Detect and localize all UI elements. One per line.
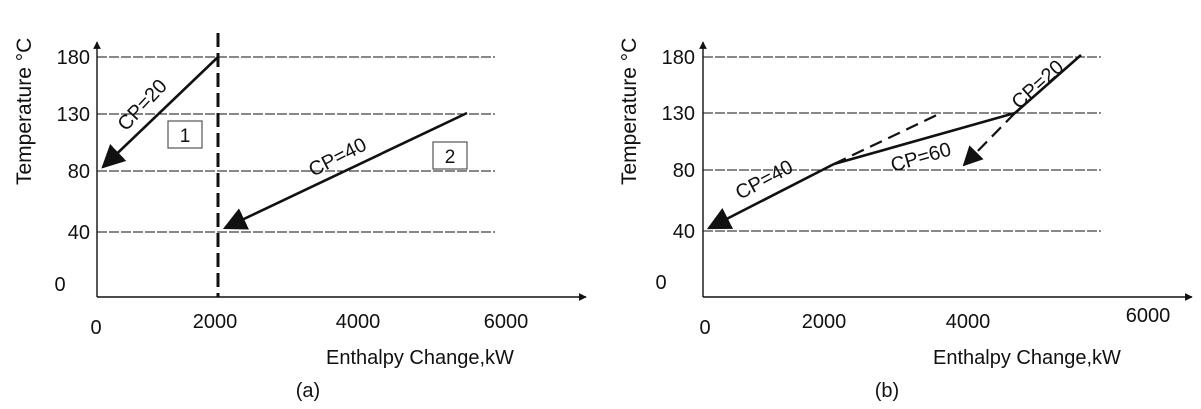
stream-2-box-label: 2: [445, 147, 456, 168]
x-tick-label: 2000: [193, 311, 238, 333]
y-tick-label: 130: [57, 104, 90, 126]
x-tick-label: 0: [699, 317, 710, 339]
x-tick-label: 2000: [802, 311, 847, 333]
y-tick-label: 180: [57, 47, 90, 69]
cp40-label: CP=40: [732, 156, 797, 204]
composite-curve-cp40-segment: [706, 162, 835, 230]
stream-2-box: [432, 141, 468, 170]
y-tick-label: 0: [54, 274, 65, 296]
y-tick-label: 80: [673, 160, 695, 182]
y-tick-label: 180: [662, 47, 695, 69]
y-tick-label: 40: [68, 222, 90, 244]
stream-1-line: [101, 56, 219, 169]
y-tick-label: 40: [673, 221, 695, 243]
stream-1-cp-label: CP=20: [114, 75, 172, 135]
y-tick-label: 80: [68, 161, 90, 183]
stream-2-line: [222, 111, 468, 230]
x-axis-label: Enthalpy Change,kW: [326, 347, 514, 369]
panel-b: 180 130 80 40 0 0 2000 4000 6000 Tempera…: [618, 38, 1193, 402]
y-tick-label: 0: [655, 272, 666, 294]
panel-a: 180 130 80 40 0 0 2000 4000 6000 Tempera…: [13, 33, 587, 402]
cp60-label: CP=60: [888, 139, 953, 177]
x-tick-label: 6000: [484, 311, 529, 333]
x-axis-label: Enthalpy Change,kW: [933, 347, 1121, 369]
y-tick-label: 130: [662, 103, 695, 125]
stream-1-box-label: 1: [180, 126, 191, 147]
y-axis-label: Temperature °C: [618, 38, 641, 185]
dashed-extension-lower: [962, 112, 1016, 167]
y-axis-label: Temperature °C: [13, 38, 36, 185]
panel-caption: (a): [296, 380, 320, 402]
x-tick-label: 0: [90, 317, 101, 339]
stream-1-box: [167, 120, 203, 149]
cp20-label: CP=20: [1008, 56, 1069, 114]
x-tick-label: 6000: [1126, 305, 1171, 327]
x-tick-label: 4000: [336, 311, 381, 333]
x-tick-label: 4000: [946, 311, 991, 333]
panel-caption: (b): [875, 380, 899, 402]
